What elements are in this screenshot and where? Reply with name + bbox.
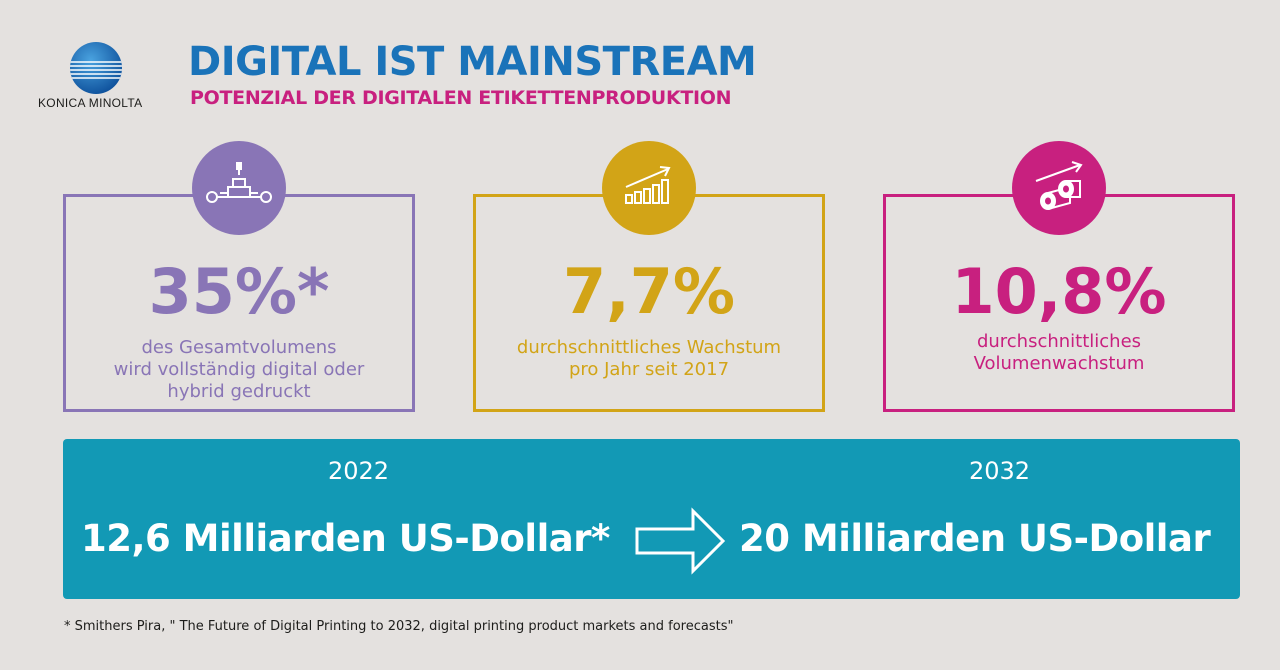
stat-description-line: des Gesamtvolumens <box>141 337 337 358</box>
page-subtitle: POTENZIAL DER DIGITALEN ETIKETTENPRODUKT… <box>190 87 732 109</box>
market-value-banner: 2022 2032 12,6 Milliarden US-Dollar* 20 … <box>63 439 1240 599</box>
stat-description-line: durchschnittliches Wachstum <box>516 337 782 358</box>
year-from: 2022 <box>328 457 390 485</box>
label-rolls-icon <box>1012 141 1106 235</box>
stat-description-line: hybrid gedruckt <box>167 381 311 402</box>
page-title: DIGITAL IST MAINSTREAM <box>188 39 757 85</box>
stat-description-line: durchschnittliches <box>976 331 1142 352</box>
growth-chart-icon <box>602 141 696 235</box>
source-footnote: * Smithers Pira, " The Future of Digital… <box>64 619 734 634</box>
stat-value: 7,7% <box>563 255 735 328</box>
amount-from: 12,6 Milliarden US-Dollar* <box>81 517 610 560</box>
logo-text: KONICA MINOLTA <box>38 96 143 110</box>
stat-description: durchschnittliches Volumenwachstum <box>896 331 1222 375</box>
stat-description-line: pro Jahr seit 2017 <box>568 359 730 380</box>
stat-description-line: Volumenwachstum <box>973 353 1145 374</box>
stat-card-digital-share: 35%* des Gesamtvolumens wird vollständig… <box>63 141 415 412</box>
logo: KONICA MINOLTA <box>38 40 158 110</box>
year-to: 2032 <box>969 457 1031 485</box>
stat-description: des Gesamtvolumens wird vollständig digi… <box>76 337 402 403</box>
globe-logo-icon <box>70 42 122 94</box>
amount-to: 20 Milliarden US-Dollar <box>739 517 1211 560</box>
stat-description-line: wird vollständig digital oder <box>113 359 365 380</box>
stat-card-volume-growth: 10,8% durchschnittliches Volumenwachstum <box>883 141 1235 412</box>
stat-value: 35%* <box>148 255 330 328</box>
stat-description: durchschnittliches Wachstum pro Jahr sei… <box>486 337 812 381</box>
right-arrow-icon <box>635 507 726 575</box>
printing-press-icon <box>192 141 286 235</box>
stat-value: 10,8% <box>951 255 1167 328</box>
stat-card-annual-growth: 7,7% durchschnittliches Wachstum pro Jah… <box>473 141 825 412</box>
